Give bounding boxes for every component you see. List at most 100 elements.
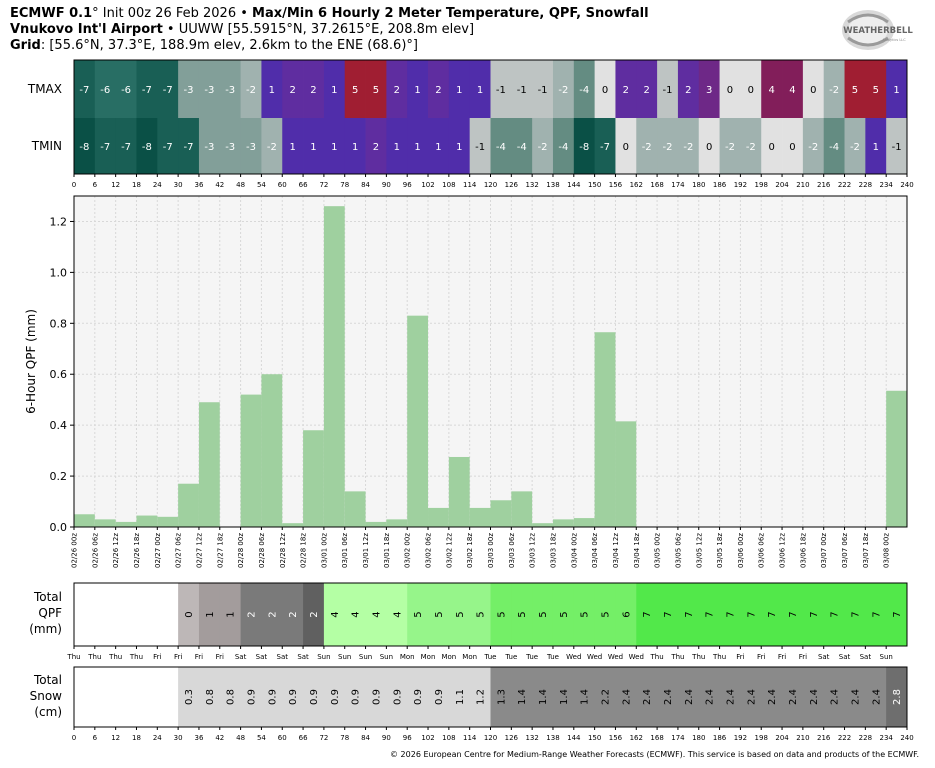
qpf-total-label: Total bbox=[33, 590, 62, 604]
tmin-cell bbox=[823, 118, 845, 174]
tmin-cell bbox=[490, 118, 512, 174]
snow-hour-tick-label: 114 bbox=[463, 734, 477, 742]
tmax-value: 2 bbox=[289, 85, 295, 96]
snow-total-cell bbox=[428, 667, 450, 727]
x-tick-label: 03/01 12z bbox=[362, 533, 370, 568]
tmin-cell bbox=[761, 118, 783, 174]
logo-text: WEATHERBELL bbox=[843, 26, 913, 36]
tmax-value: -1 bbox=[517, 85, 527, 96]
snow-total-value: 2.4 bbox=[684, 689, 695, 705]
tmin-value: 1 bbox=[310, 142, 316, 153]
tmax-value: 5 bbox=[852, 85, 858, 96]
qpf-bar bbox=[261, 374, 283, 527]
x-tick-label: 02/28 12z bbox=[279, 533, 287, 568]
temp-hour-tick-label: 78 bbox=[340, 181, 349, 189]
tmax-value: -2 bbox=[558, 85, 568, 96]
x-tick-label: 02/28 06z bbox=[258, 533, 266, 568]
tmax-value: -2 bbox=[246, 85, 256, 96]
tmin-value: -2 bbox=[808, 142, 818, 153]
tmax-value: -6 bbox=[100, 85, 110, 96]
qpf-total-cell bbox=[490, 583, 512, 646]
tmax-cell bbox=[407, 60, 429, 118]
tmin-value: 1 bbox=[435, 142, 441, 153]
snow-total-cell bbox=[469, 667, 491, 727]
tmin-value: -2 bbox=[725, 142, 735, 153]
snow-total-value: 0.9 bbox=[247, 689, 258, 705]
snow-total-value: 0.8 bbox=[226, 689, 237, 705]
qpf-total-value: 5 bbox=[434, 611, 445, 617]
tmin-cell bbox=[802, 118, 825, 174]
x-tick-label: 03/05 12z bbox=[695, 533, 703, 568]
snow-total-cell bbox=[282, 667, 304, 727]
day-tick-label: Fri bbox=[778, 653, 786, 661]
tmin-cell bbox=[282, 118, 304, 174]
qpf-total-value: 7 bbox=[871, 611, 882, 617]
x-tick-label: 03/07 00z bbox=[820, 533, 828, 568]
qpf-total-value: 0 bbox=[184, 611, 195, 617]
grid-info: : [55.6°N, 37.3°E, 188.9m elev, 2.6km to… bbox=[40, 38, 418, 53]
day-tick-label: Mon bbox=[400, 653, 415, 661]
tmin-value: -2 bbox=[642, 142, 652, 153]
qpf-bar bbox=[303, 430, 324, 527]
qpf-total-cell bbox=[157, 583, 179, 646]
qpf-total-value: 4 bbox=[330, 611, 341, 617]
qpf-total-value: 7 bbox=[725, 611, 736, 617]
qpf-total-cell bbox=[532, 583, 554, 646]
separator: • bbox=[162, 22, 179, 37]
snow-hour-tick-label: 186 bbox=[713, 734, 727, 742]
x-tick-label: 03/05 06z bbox=[674, 533, 682, 568]
qpf-total-cell bbox=[469, 583, 491, 646]
snow-hour-tick-label: 210 bbox=[796, 734, 809, 742]
qpf-bar bbox=[94, 519, 116, 527]
tmin-value: -2 bbox=[683, 142, 693, 153]
snow-total-cell bbox=[448, 667, 471, 727]
snow-total-cell bbox=[303, 667, 325, 727]
tmin-value: 1 bbox=[331, 142, 337, 153]
day-tick-label: Thu bbox=[66, 653, 80, 661]
day-tick-label: Sat bbox=[297, 653, 309, 661]
snow-total-value: 0.8 bbox=[205, 689, 216, 705]
tmax-cell bbox=[802, 60, 825, 118]
qpf-bar bbox=[594, 332, 616, 527]
tmin-cell bbox=[428, 118, 450, 174]
snow-total-cell bbox=[802, 667, 825, 727]
tmin-cell bbox=[448, 118, 471, 174]
tmin-cell bbox=[573, 118, 596, 174]
snow-hour-tick-label: 30 bbox=[174, 734, 183, 742]
x-tick-label: 03/01 06z bbox=[341, 533, 349, 568]
tmax-value: 4 bbox=[789, 85, 795, 96]
snow-hour-tick-label: 204 bbox=[775, 734, 789, 742]
day-tick-label: Sat bbox=[860, 653, 872, 661]
snow-hour-tick-label: 126 bbox=[505, 734, 519, 742]
x-tick-label: 02/27 06z bbox=[175, 533, 183, 568]
snow-hour-tick-label: 120 bbox=[484, 734, 497, 742]
tmax-cell bbox=[698, 60, 720, 118]
grid-label: Grid bbox=[10, 38, 41, 53]
tmin-cell bbox=[365, 118, 387, 174]
qpf-total-cell bbox=[677, 583, 700, 646]
snow-hour-tick-label: 84 bbox=[361, 734, 370, 742]
x-tick-label: 03/03 06z bbox=[508, 533, 516, 568]
logo-subtext: Analytics LLC bbox=[882, 38, 906, 42]
tmax-cell bbox=[490, 60, 512, 118]
snow-total-value: 2.4 bbox=[830, 689, 841, 705]
x-tick-label: 02/27 00z bbox=[154, 533, 162, 568]
tmax-value: -2 bbox=[829, 85, 839, 96]
qpf-total-cell bbox=[365, 583, 387, 646]
tmax-cell bbox=[115, 60, 137, 118]
weatherbell-logo: WEATHERBELL Analytics LLC bbox=[834, 6, 920, 54]
tmin-value: -3 bbox=[246, 142, 256, 153]
snow-total-value: 0.9 bbox=[309, 689, 320, 705]
qpf-total-value: 2 bbox=[267, 611, 278, 617]
snow-hour-tick-label: 156 bbox=[609, 734, 623, 742]
tmax-value: 5 bbox=[352, 85, 358, 96]
qpf-total-value: 5 bbox=[413, 611, 424, 617]
tmax-value: 0 bbox=[727, 85, 733, 96]
tmax-value: 4 bbox=[768, 85, 774, 96]
qpf-total-cell bbox=[303, 583, 325, 646]
snow-total-value: 2.4 bbox=[663, 689, 674, 705]
tmin-cell bbox=[532, 118, 554, 174]
snow-total-label: Total bbox=[33, 673, 62, 687]
qpf-total-cell bbox=[573, 583, 596, 646]
